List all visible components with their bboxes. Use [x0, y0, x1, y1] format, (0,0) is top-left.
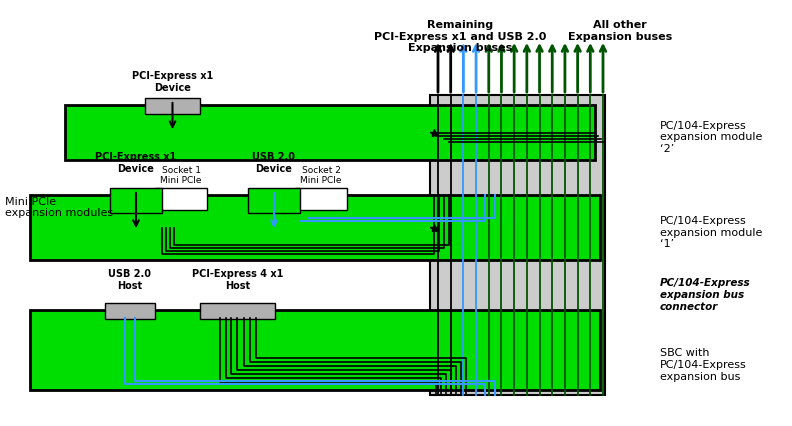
Text: USB 2.0
Device: USB 2.0 Device — [253, 153, 295, 174]
Text: Mini PCIe
expansion modules: Mini PCIe expansion modules — [5, 197, 113, 218]
Text: USB 2.0
Host: USB 2.0 Host — [109, 269, 151, 291]
Bar — [30, 195, 600, 260]
Bar — [110, 188, 162, 213]
Text: PCI-Express x1
Device: PCI-Express x1 Device — [132, 72, 213, 93]
Text: PCI-Express x1
Device: PCI-Express x1 Device — [95, 153, 177, 174]
Bar — [248, 188, 300, 213]
Text: Socket 1
Mini PCIe: Socket 1 Mini PCIe — [160, 166, 202, 185]
Text: All other
Expansion buses: All other Expansion buses — [568, 20, 672, 42]
Bar — [295, 188, 347, 210]
Bar — [145, 98, 200, 114]
Bar — [155, 188, 207, 210]
Text: PC/104-Express
expansion bus
connector: PC/104-Express expansion bus connector — [660, 279, 751, 311]
Text: PC/104-Express
expansion module
‘2’: PC/104-Express expansion module ‘2’ — [660, 121, 763, 154]
Bar — [65, 105, 595, 160]
Text: Remaining
PCI-Express x1 and USB 2.0
Expansion buses: Remaining PCI-Express x1 and USB 2.0 Exp… — [374, 20, 546, 53]
Bar — [105, 303, 155, 319]
Text: Socket 2
Mini PCIe: Socket 2 Mini PCIe — [300, 166, 342, 185]
Bar — [430, 95, 605, 395]
Bar — [30, 310, 600, 390]
Text: PCI-Express 4 x1
Host: PCI-Express 4 x1 Host — [192, 269, 284, 291]
Text: SBC with
PC/104-Express
expansion bus: SBC with PC/104-Express expansion bus — [660, 348, 747, 382]
Text: PC/104-Express
expansion module
‘1’: PC/104-Express expansion module ‘1’ — [660, 216, 763, 249]
Bar — [200, 303, 275, 319]
